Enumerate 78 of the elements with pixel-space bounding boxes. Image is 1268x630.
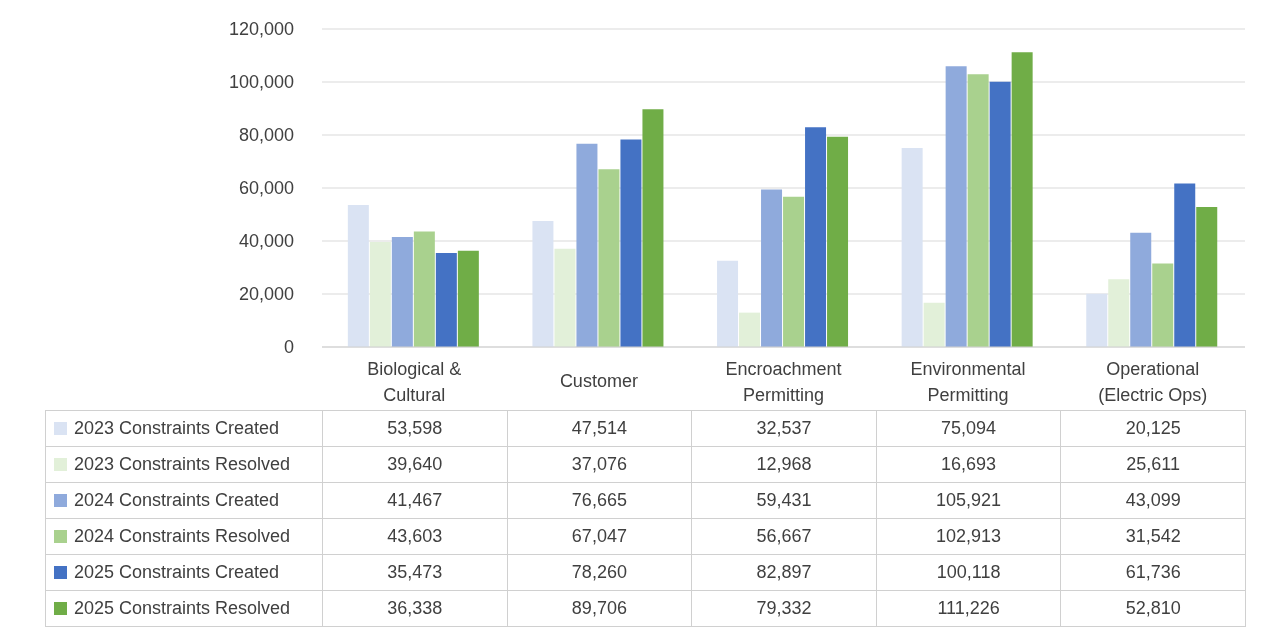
data-label: 25,611 (1060, 446, 1246, 483)
data-label: 43,099 (1060, 482, 1246, 519)
bar (1011, 52, 1033, 347)
data-label: 67,047 (507, 518, 692, 555)
bar (1130, 232, 1152, 347)
bar (554, 248, 576, 347)
data-label: 82,897 (691, 554, 877, 591)
bar (805, 127, 827, 347)
legend-label: 2025 Constraints Resolved (45, 590, 323, 627)
data-label: 36,338 (322, 590, 508, 627)
data-label: 39,640 (322, 446, 508, 483)
bar (532, 221, 554, 347)
bar (761, 189, 783, 347)
bar (827, 136, 849, 347)
data-label: 111,226 (876, 590, 1061, 627)
data-label: 31,542 (1060, 518, 1246, 555)
legend-label: 2024 Constraints Resolved (45, 518, 323, 555)
data-label: 78,260 (507, 554, 692, 591)
bar (1174, 183, 1196, 347)
x-tick-label: Environmental Permitting (910, 359, 1026, 405)
y-tick-label: 80,000 (238, 125, 294, 146)
x-tick-label: Operational (Electric Ops) (1098, 359, 1208, 405)
legend-label: 2023 Constraints Created (45, 410, 323, 447)
data-label: 61,736 (1060, 554, 1246, 591)
data-label: 12,968 (691, 446, 877, 483)
y-tick-label: 120,000 (228, 19, 294, 40)
x-tick-label: Biological & Cultural (367, 359, 462, 405)
data-label: 76,665 (507, 482, 692, 519)
bar (739, 312, 761, 347)
data-label: 56,667 (691, 518, 877, 555)
data-label: 20,125 (1060, 410, 1246, 447)
data-label: 102,913 (876, 518, 1061, 555)
data-label: 75,094 (876, 410, 1061, 447)
legend-label: 2024 Constraints Created (45, 482, 323, 519)
bar (347, 204, 369, 347)
data-label: 32,537 (691, 410, 877, 447)
data-label: 37,076 (507, 446, 692, 483)
bar (620, 139, 642, 347)
data-label: 41,467 (322, 482, 508, 519)
bar (1108, 279, 1130, 347)
bar (989, 81, 1011, 347)
y-tick-label: 20,000 (238, 284, 294, 305)
legend-label: 2025 Constraints Created (45, 554, 323, 591)
x-tick-label: Encroachment Permitting (725, 359, 842, 405)
bar (967, 74, 989, 347)
data-label: 53,598 (322, 410, 508, 447)
bar (717, 260, 739, 347)
data-label: 35,473 (322, 554, 508, 591)
bar (642, 109, 664, 347)
bar (369, 241, 391, 347)
bar (945, 66, 967, 347)
data-label: 16,693 (876, 446, 1061, 483)
data-label: 89,706 (507, 590, 692, 627)
bar (1196, 207, 1218, 347)
bar (901, 148, 923, 347)
bar (391, 237, 413, 347)
bar (576, 143, 598, 347)
bar (1086, 293, 1108, 347)
bar (783, 196, 805, 347)
data-label: 43,603 (322, 518, 508, 555)
data-label: 100,118 (876, 554, 1061, 591)
bar (598, 169, 620, 347)
bar (1152, 263, 1174, 347)
y-tick-label: 40,000 (238, 231, 294, 252)
data-label: 52,810 (1060, 590, 1246, 627)
data-label: 59,431 (691, 482, 877, 519)
bar (457, 250, 479, 347)
legend-label: 2023 Constraints Resolved (45, 446, 323, 483)
data-label: 47,514 (507, 410, 692, 447)
bar (435, 253, 457, 347)
data-label: 79,332 (691, 590, 877, 627)
y-tick-label: 60,000 (238, 178, 294, 199)
y-tick-label: 100,000 (228, 72, 294, 93)
bar (413, 231, 435, 347)
x-tick-label: Customer (559, 371, 638, 391)
data-label: 105,921 (876, 482, 1061, 519)
y-tick-label: 0 (283, 337, 294, 358)
bar (923, 302, 945, 347)
